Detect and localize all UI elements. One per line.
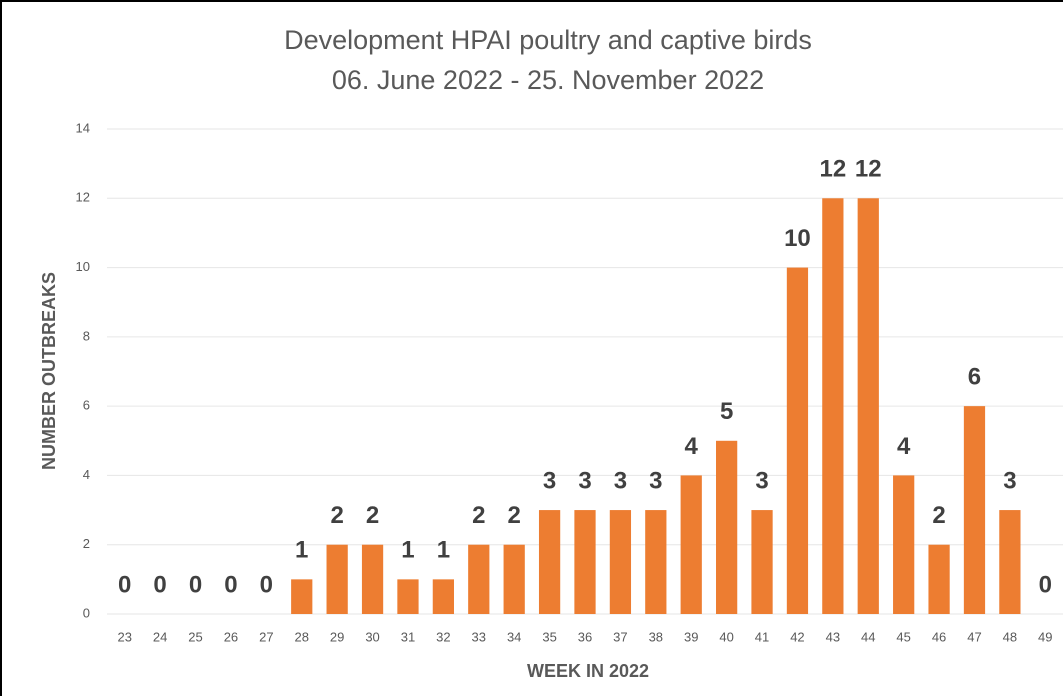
y-axis-label: NUMBER OUTBREAKS: [39, 272, 59, 470]
data-label: 10: [784, 225, 811, 252]
data-label: 1: [295, 537, 308, 564]
data-label: 0: [118, 571, 131, 598]
bar: [857, 198, 879, 615]
data-label: 12: [820, 156, 847, 183]
data-label: 4: [685, 433, 699, 460]
x-tick-label: 39: [684, 629, 698, 644]
data-label: 1: [437, 537, 450, 564]
x-tick-label: 49: [1038, 629, 1052, 644]
bar: [468, 544, 490, 614]
x-tick-label: 31: [401, 629, 415, 644]
x-tick-label: 43: [826, 629, 840, 644]
x-tick-label: 40: [719, 629, 733, 644]
bar: [538, 510, 561, 614]
x-axis-label: WEEK IN 2022: [527, 661, 649, 681]
data-label: 12: [855, 156, 882, 183]
x-tick-label: 25: [188, 629, 202, 644]
data-label: 2: [330, 502, 343, 529]
x-tick-label: 37: [613, 629, 627, 644]
y-tick-label: 0: [83, 605, 90, 620]
data-label: 0: [260, 571, 273, 598]
chart-title: Development HPAI poultry and captive bir…: [284, 25, 812, 55]
data-label: 3: [578, 467, 591, 494]
data-label: 2: [508, 502, 521, 529]
data-label: 3: [543, 467, 556, 494]
x-tick-label: 33: [472, 629, 486, 644]
x-tick-label: 30: [365, 629, 379, 644]
data-label: 3: [649, 467, 662, 494]
x-tick-label: 45: [896, 629, 910, 644]
data-label: 5: [720, 398, 733, 425]
data-label: 3: [755, 467, 768, 494]
data-label: 2: [366, 502, 379, 529]
x-tick-label: 28: [295, 629, 309, 644]
x-tick-label: 46: [932, 629, 946, 644]
y-tick-label: 12: [76, 190, 90, 205]
bar: [645, 510, 667, 614]
bar: [609, 510, 632, 614]
x-tick-label: 32: [436, 629, 450, 644]
x-tick-label: 23: [117, 629, 131, 644]
x-tick-label: 26: [224, 629, 238, 644]
bar: [751, 510, 773, 614]
data-label: 0: [224, 571, 237, 598]
bar: [716, 440, 738, 614]
chart-subtitle: 06. June 2022 - 25. November 2022: [332, 65, 764, 95]
data-label: 1: [401, 537, 414, 564]
y-tick-label: 8: [83, 328, 90, 343]
bar: [893, 475, 915, 614]
data-label: 4: [897, 433, 911, 460]
data-label: 3: [614, 467, 627, 494]
x-tick-label: 27: [259, 629, 273, 644]
bar: [326, 544, 348, 614]
y-tick-label: 10: [76, 259, 90, 274]
bar: [928, 544, 950, 614]
bar: [999, 510, 1021, 614]
data-label: 3: [1003, 467, 1016, 494]
bar: [432, 579, 454, 614]
bar: [574, 510, 596, 614]
x-tick-label: 29: [330, 629, 344, 644]
bar: [503, 544, 525, 614]
x-tick-label: 36: [578, 629, 592, 644]
bar: [397, 579, 419, 614]
x-tick-label: 48: [1003, 629, 1017, 644]
x-tick-label: 41: [755, 629, 769, 644]
x-tick-label: 24: [153, 629, 167, 644]
data-label: 0: [1039, 571, 1052, 598]
data-label: 2: [472, 502, 485, 529]
y-tick-label: 2: [83, 536, 90, 551]
x-tick-label: 47: [967, 629, 981, 644]
x-tick-label: 35: [542, 629, 556, 644]
x-tick-label: 44: [861, 629, 875, 644]
y-tick-label: 6: [83, 398, 90, 413]
y-tick-label: 4: [83, 467, 90, 482]
bar: [786, 267, 809, 614]
data-label: 6: [968, 363, 981, 390]
bar: [822, 198, 844, 615]
y-tick-label: 14: [76, 120, 90, 135]
x-tick-label: 38: [649, 629, 663, 644]
bar: [291, 579, 313, 614]
data-label: 0: [153, 571, 166, 598]
bar: [680, 475, 702, 614]
x-tick-label: 34: [507, 629, 521, 644]
bar: [361, 544, 384, 614]
data-label: 0: [189, 571, 202, 598]
bar: [963, 406, 986, 614]
data-label: 2: [932, 502, 945, 529]
x-tick-label: 42: [790, 629, 804, 644]
